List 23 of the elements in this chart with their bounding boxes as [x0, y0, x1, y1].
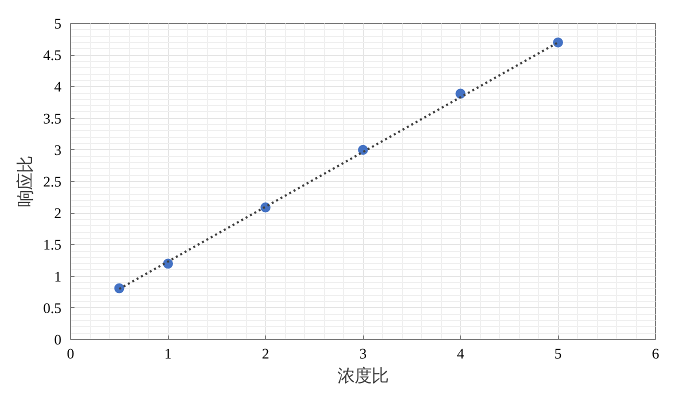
point	[553, 37, 563, 48]
x-tick-label: 4	[456, 346, 465, 362]
y-tick-label: 4	[54, 80, 62, 96]
x-tick-label: 3	[359, 346, 367, 362]
y-tick-label: 1.5	[43, 238, 62, 254]
x-tick-label: 5	[554, 346, 562, 362]
y-tick-label: 0	[54, 332, 62, 348]
y-axis-title: 响应比	[16, 156, 36, 207]
point	[358, 144, 368, 155]
x-axis-title: 浓度比	[338, 366, 388, 386]
y-tick-label: 3	[54, 142, 62, 159]
y-tick-label: 2	[54, 206, 62, 222]
y-tick-label: 3.5	[43, 111, 62, 128]
y-tick-label: 5	[54, 16, 62, 32]
point	[114, 283, 124, 294]
y-tick-label: 1	[54, 269, 62, 286]
y-tick-label: 4.5	[43, 48, 62, 64]
y-tick-label: 0.5	[43, 300, 62, 317]
x-tick-label: 1	[164, 346, 172, 362]
x-tick-label: 6	[652, 346, 660, 362]
x-tick-label: 0	[66, 346, 74, 362]
y-tick-label: 2.5	[43, 174, 62, 190]
x-tick-label: 2	[262, 346, 270, 362]
